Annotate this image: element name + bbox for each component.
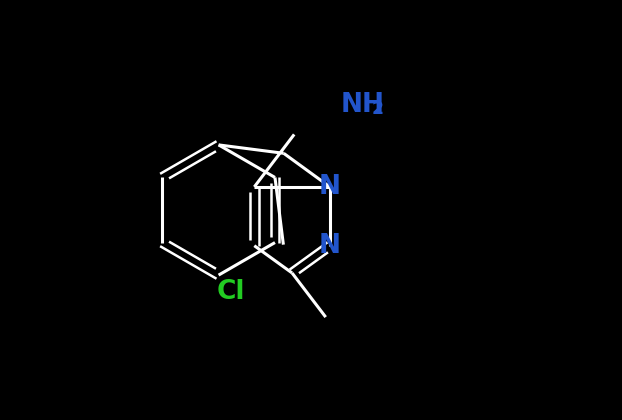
Text: N: N	[319, 174, 341, 200]
Text: NH: NH	[340, 92, 384, 118]
Text: N: N	[319, 233, 341, 259]
Text: 2: 2	[372, 100, 384, 118]
Text: Cl: Cl	[217, 279, 246, 305]
